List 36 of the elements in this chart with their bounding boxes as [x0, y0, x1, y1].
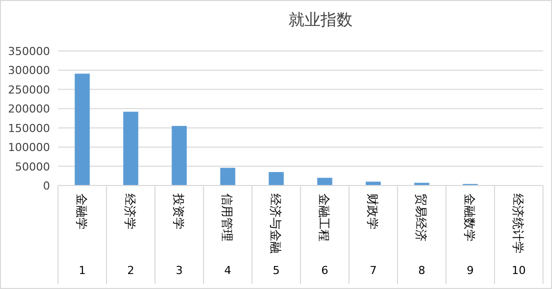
- text: 3: [176, 264, 183, 277]
- y-tick-label: 0: [43, 180, 50, 192]
- y-tick-label: 50000: [15, 160, 50, 174]
- text: 2: [127, 264, 134, 277]
- x-tick-label: 投资学: [171, 192, 186, 230]
- x-tick-label: 金融学: [74, 194, 88, 230]
- x-tick-label: 经济与金融: [268, 194, 282, 254]
- y-tick-label: 150000: [8, 122, 50, 135]
- bar: [220, 168, 236, 186]
- chart-title: 就业指数: [288, 10, 352, 29]
- x-tick-label: 贸易经济: [414, 194, 428, 242]
- x-tick-label: 金融工程: [316, 194, 331, 242]
- bar: [268, 172, 284, 186]
- text: 10: [512, 264, 526, 277]
- bar: [172, 126, 187, 186]
- text: 8: [418, 264, 426, 277]
- text: 9: [466, 264, 474, 277]
- y-tick-label: 100000: [8, 141, 50, 154]
- y-tick-label: 200000: [8, 102, 50, 116]
- text: 6: [321, 264, 328, 277]
- x-tick-label: 经济统计学: [510, 194, 525, 254]
- bar: [123, 112, 138, 186]
- x-tick-label: 信用管理: [220, 194, 234, 242]
- text: 5: [272, 264, 280, 277]
- text: 1: [78, 264, 86, 277]
- y-tick-label: 350000: [8, 45, 50, 58]
- x-tick-label: 经济学: [122, 194, 137, 230]
- bar: [366, 182, 381, 186]
- text: 7: [370, 264, 377, 277]
- y-tick-label: 250000: [8, 83, 50, 96]
- text: 4: [224, 264, 232, 277]
- bar: [74, 74, 90, 186]
- y-tick-label: 300000: [8, 64, 50, 78]
- x-tick-label: 金融数学: [462, 194, 476, 242]
- bar: [317, 178, 332, 186]
- x-tick-label: 财政学: [365, 194, 380, 230]
